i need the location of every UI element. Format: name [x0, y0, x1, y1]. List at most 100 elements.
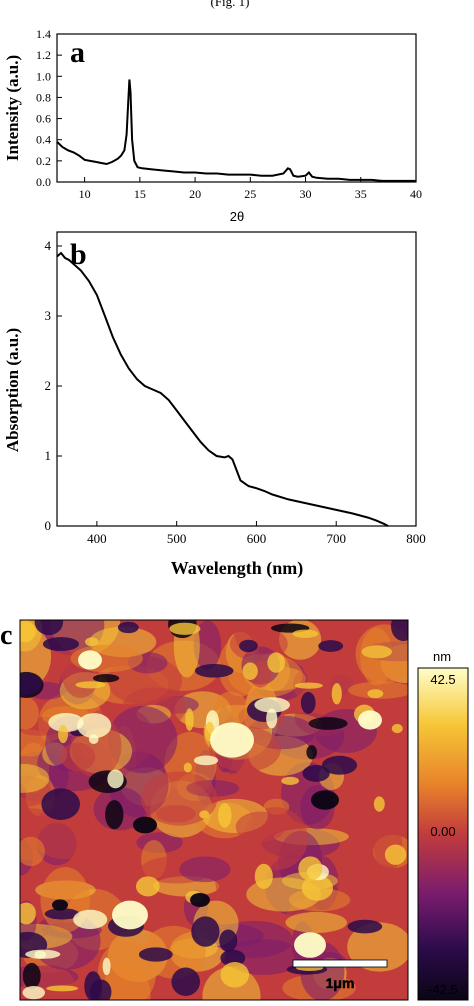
afm-peak — [298, 856, 323, 881]
afm-peak — [25, 949, 61, 959]
afm-bright-peak — [210, 722, 254, 758]
afm-peak — [199, 810, 210, 819]
y-tick-label: 1.4 — [36, 27, 51, 41]
absorption-panel: b 0 1 2 3 4 400 500 600 700 800 Absorption (a.u.… — [3, 231, 426, 579]
absorption-x-ticks: 400 500 600 700 800 — [87, 521, 426, 546]
afm-peak — [107, 769, 124, 789]
afm-peak — [135, 876, 160, 897]
afm-grain — [193, 620, 222, 670]
afm-peak — [20, 902, 36, 925]
afm-peak — [73, 909, 108, 930]
x-tick-label: 40 — [410, 187, 422, 201]
y-tick-label: 4 — [45, 238, 52, 253]
afm-peak — [292, 629, 319, 638]
y-tick-label: 0 — [45, 518, 52, 533]
xrd-panel: a 0.0 0.2 0.4 0.6 0.8 1.0 1.2 1.4 10 15 20 25 30 35 4… — [3, 27, 422, 224]
absorption-series-line — [56, 251, 389, 527]
absorption-y-ticks: 0 1 2 3 4 — [45, 238, 62, 533]
afm-pit — [89, 979, 112, 1000]
afm-peak — [242, 662, 258, 680]
colorbar-unit: nm — [433, 649, 451, 664]
afm-grain — [20, 763, 50, 793]
afm-peak — [391, 723, 403, 734]
afm-deep-pit — [190, 893, 210, 907]
afm-height-map — [20, 620, 408, 1000]
y-tick-label: 0.6 — [36, 112, 51, 126]
xrd-x-axis-label: 2θ — [230, 209, 244, 224]
y-tick-label: 1 — [45, 448, 52, 463]
afm-pit — [308, 717, 348, 730]
afm-grain — [213, 691, 249, 727]
afm-pit — [191, 916, 220, 947]
afm-pit — [318, 640, 344, 652]
x-tick-label: 25 — [244, 187, 256, 201]
afm-peak — [77, 713, 112, 739]
afm-features — [20, 620, 408, 1000]
afm-deep-pit — [133, 816, 157, 834]
afm-pit — [220, 949, 246, 967]
panel-label-c: c — [0, 620, 12, 651]
x-tick-label: 35 — [355, 187, 367, 201]
x-tick-label: 15 — [134, 187, 146, 201]
x-tick-label: 30 — [300, 187, 312, 201]
afm-peak — [20, 620, 36, 643]
afm-peak — [217, 803, 232, 828]
afm-bright-peak — [358, 710, 382, 730]
y-tick-label: 0.0 — [36, 175, 51, 189]
y-tick-label: 1.0 — [36, 69, 51, 83]
afm-pit — [138, 947, 173, 962]
panel-label-b: b — [70, 238, 87, 271]
afm-pit — [171, 967, 201, 996]
afm-pit — [300, 691, 316, 714]
afm-peak — [254, 863, 273, 889]
afm-peak — [266, 708, 278, 729]
afm-frame — [19, 619, 409, 1001]
colorbar-min-label: -42.5 — [428, 982, 458, 997]
y-tick-label: 3 — [45, 308, 52, 323]
xrd-x-ticks: 10 15 20 25 30 35 40 — [79, 177, 422, 201]
afm-peak — [373, 796, 385, 812]
afm-peak — [281, 776, 300, 785]
afm-grain — [142, 925, 206, 979]
x-tick-label: 20 — [189, 187, 201, 201]
colorbar-max-label: 42.5 — [430, 672, 455, 687]
afm-peak — [183, 762, 192, 773]
absorption-y-axis-label: Absorption (a.u.) — [3, 328, 22, 452]
afm-pit — [302, 765, 330, 782]
afm-peak — [254, 697, 290, 713]
afm-panel: c 1μm nm 42.5 0.00 -42.5 — [0, 619, 469, 1001]
afm-pit — [347, 919, 383, 934]
afm-pit — [306, 745, 317, 760]
afm-pit — [92, 674, 120, 683]
afm-peak — [331, 683, 342, 705]
afm-peak — [46, 985, 79, 992]
xrd-y-ticks: 0.0 0.2 0.4 0.6 0.8 1.0 1.2 1.4 — [36, 27, 62, 189]
x-tick-label: 700 — [326, 531, 346, 546]
afm-grain — [235, 811, 285, 843]
afm-peak — [220, 962, 250, 988]
afm-bright-peak — [112, 900, 148, 930]
y-tick-label: 0.8 — [36, 90, 51, 104]
afm-peak — [58, 724, 68, 744]
absorption-plot-frame — [56, 231, 417, 527]
afm-bright-peak — [78, 650, 102, 670]
afm-pit — [194, 663, 234, 678]
afm-pit — [219, 929, 238, 952]
afm-grain — [347, 922, 408, 972]
afm-pit — [41, 788, 81, 820]
afm-pit — [22, 962, 41, 989]
afm-pit — [321, 755, 358, 775]
afm-peak — [367, 689, 384, 699]
x-tick-label: 400 — [87, 531, 107, 546]
afm-peak — [185, 708, 194, 731]
afm-peak — [22, 985, 46, 1000]
afm-pit — [44, 908, 80, 920]
afm-pit — [20, 673, 42, 696]
afm-pit — [239, 639, 258, 653]
xrd-series-line — [56, 79, 416, 182]
afm-pit — [42, 637, 80, 651]
header-caption: (Fig. 1) — [211, 0, 250, 9]
y-tick-label: 1.2 — [36, 48, 51, 62]
afm-bright-peak — [294, 932, 326, 958]
